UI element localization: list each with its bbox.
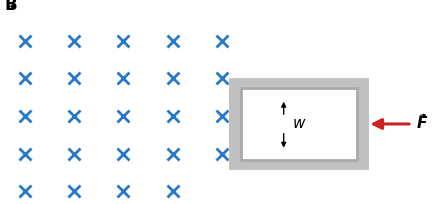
Bar xyxy=(236,85,361,163)
Text: B: B xyxy=(5,0,18,14)
Bar xyxy=(241,88,357,160)
Text: w: w xyxy=(292,116,305,131)
Text: F: F xyxy=(416,116,427,131)
